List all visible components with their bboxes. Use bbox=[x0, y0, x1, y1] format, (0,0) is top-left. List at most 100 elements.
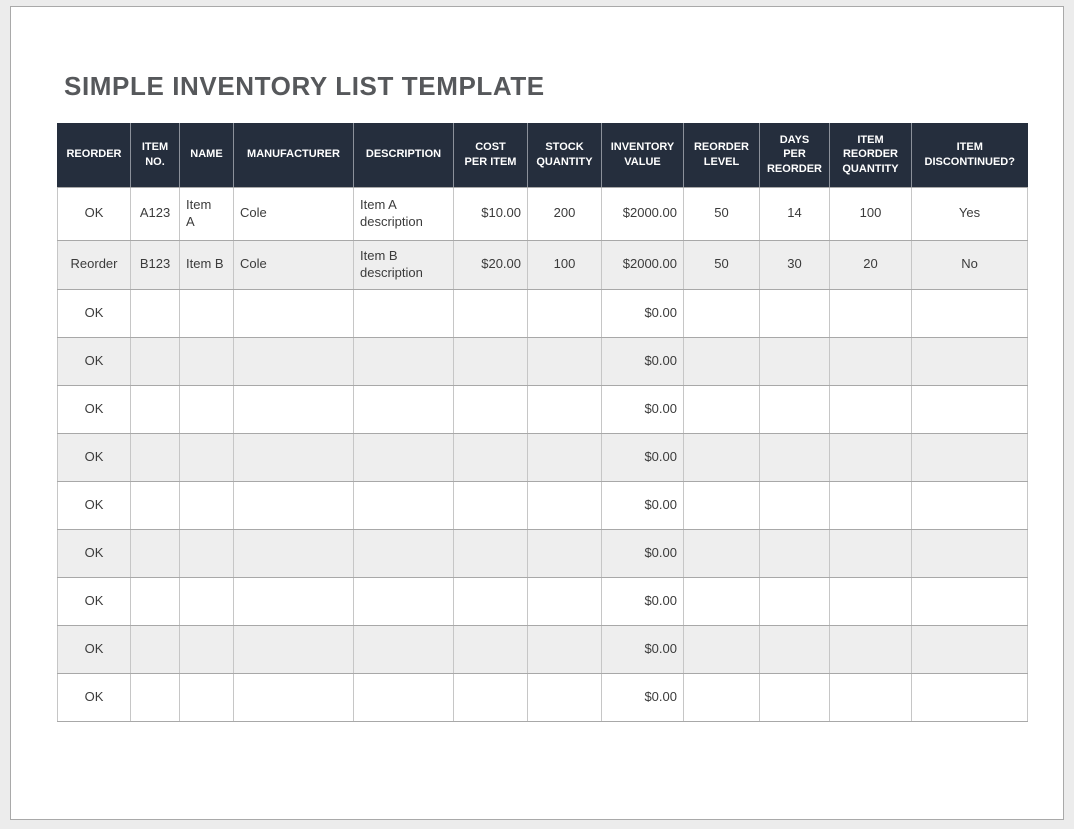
cell-cost-per-item[interactable] bbox=[453, 384, 528, 434]
cell-reorder[interactable]: OK bbox=[57, 624, 131, 674]
cell-item-reorder-quantity[interactable] bbox=[829, 672, 912, 722]
cell-item-reorder-quantity[interactable] bbox=[829, 528, 912, 578]
cell-description[interactable]: Item A description bbox=[353, 186, 454, 241]
cell-stock-quantity[interactable] bbox=[527, 624, 602, 674]
cell-days-per-reorder[interactable] bbox=[759, 480, 830, 530]
cell-manufacturer[interactable]: Cole bbox=[233, 239, 354, 290]
cell-description[interactable] bbox=[353, 480, 454, 530]
cell-cost-per-item[interactable]: $20.00 bbox=[453, 239, 528, 290]
cell-manufacturer[interactable] bbox=[233, 528, 354, 578]
cell-inventory-value[interactable]: $0.00 bbox=[601, 624, 684, 674]
cell-cost-per-item[interactable]: $10.00 bbox=[453, 186, 528, 241]
cell-days-per-reorder[interactable] bbox=[759, 336, 830, 386]
cell-item-reorder-quantity[interactable] bbox=[829, 576, 912, 626]
cell-stock-quantity[interactable]: 100 bbox=[527, 239, 602, 290]
cell-cost-per-item[interactable] bbox=[453, 624, 528, 674]
cell-reorder-level[interactable] bbox=[683, 336, 760, 386]
cell-manufacturer[interactable]: Cole bbox=[233, 186, 354, 241]
cell-inventory-value[interactable]: $0.00 bbox=[601, 480, 684, 530]
cell-reorder[interactable]: OK bbox=[57, 288, 131, 338]
cell-days-per-reorder[interactable] bbox=[759, 384, 830, 434]
cell-item-no[interactable] bbox=[130, 528, 180, 578]
cell-name[interactable] bbox=[179, 672, 234, 722]
cell-days-per-reorder[interactable] bbox=[759, 288, 830, 338]
cell-inventory-value[interactable]: $0.00 bbox=[601, 528, 684, 578]
cell-inventory-value[interactable]: $0.00 bbox=[601, 288, 684, 338]
cell-inventory-value[interactable]: $2000.00 bbox=[601, 239, 684, 290]
cell-reorder-level[interactable] bbox=[683, 384, 760, 434]
cell-item-discontinued[interactable] bbox=[911, 336, 1028, 386]
cell-days-per-reorder[interactable] bbox=[759, 576, 830, 626]
cell-item-discontinued[interactable] bbox=[911, 528, 1028, 578]
cell-days-per-reorder[interactable]: 14 bbox=[759, 186, 830, 241]
cell-stock-quantity[interactable] bbox=[527, 432, 602, 482]
cell-name[interactable] bbox=[179, 288, 234, 338]
cell-stock-quantity[interactable] bbox=[527, 480, 602, 530]
cell-manufacturer[interactable] bbox=[233, 624, 354, 674]
cell-item-no[interactable] bbox=[130, 624, 180, 674]
cell-reorder[interactable]: OK bbox=[57, 672, 131, 722]
cell-item-no[interactable] bbox=[130, 336, 180, 386]
cell-reorder-level[interactable] bbox=[683, 288, 760, 338]
cell-stock-quantity[interactable] bbox=[527, 288, 602, 338]
cell-cost-per-item[interactable] bbox=[453, 672, 528, 722]
cell-name[interactable] bbox=[179, 336, 234, 386]
cell-description[interactable] bbox=[353, 288, 454, 338]
cell-item-reorder-quantity[interactable] bbox=[829, 432, 912, 482]
cell-description[interactable] bbox=[353, 432, 454, 482]
cell-reorder[interactable]: OK bbox=[57, 336, 131, 386]
cell-manufacturer[interactable] bbox=[233, 576, 354, 626]
cell-item-discontinued[interactable] bbox=[911, 384, 1028, 434]
cell-cost-per-item[interactable] bbox=[453, 336, 528, 386]
cell-item-no[interactable] bbox=[130, 432, 180, 482]
cell-cost-per-item[interactable] bbox=[453, 288, 528, 338]
cell-days-per-reorder[interactable]: 30 bbox=[759, 239, 830, 290]
cell-description[interactable] bbox=[353, 672, 454, 722]
cell-item-discontinued[interactable]: Yes bbox=[911, 186, 1028, 241]
cell-item-discontinued[interactable] bbox=[911, 672, 1028, 722]
cell-stock-quantity[interactable]: 200 bbox=[527, 186, 602, 241]
cell-description[interactable]: Item B description bbox=[353, 239, 454, 290]
cell-manufacturer[interactable] bbox=[233, 336, 354, 386]
cell-item-reorder-quantity[interactable] bbox=[829, 384, 912, 434]
cell-item-discontinued[interactable] bbox=[911, 432, 1028, 482]
cell-stock-quantity[interactable] bbox=[527, 384, 602, 434]
cell-cost-per-item[interactable] bbox=[453, 528, 528, 578]
cell-reorder-level[interactable] bbox=[683, 432, 760, 482]
cell-stock-quantity[interactable] bbox=[527, 576, 602, 626]
cell-days-per-reorder[interactable] bbox=[759, 624, 830, 674]
cell-manufacturer[interactable] bbox=[233, 480, 354, 530]
cell-reorder-level[interactable]: 50 bbox=[683, 186, 760, 241]
cell-stock-quantity[interactable] bbox=[527, 528, 602, 578]
cell-name[interactable]: Item B bbox=[179, 239, 234, 290]
cell-item-discontinued[interactable]: No bbox=[911, 239, 1028, 290]
cell-stock-quantity[interactable] bbox=[527, 672, 602, 722]
cell-reorder[interactable]: OK bbox=[57, 384, 131, 434]
cell-item-discontinued[interactable] bbox=[911, 576, 1028, 626]
cell-item-discontinued[interactable] bbox=[911, 480, 1028, 530]
cell-manufacturer[interactable] bbox=[233, 432, 354, 482]
cell-item-discontinued[interactable] bbox=[911, 288, 1028, 338]
cell-reorder[interactable]: OK bbox=[57, 528, 131, 578]
cell-reorder-level[interactable]: 50 bbox=[683, 239, 760, 290]
cell-name[interactable] bbox=[179, 576, 234, 626]
cell-reorder-level[interactable] bbox=[683, 528, 760, 578]
cell-inventory-value[interactable]: $0.00 bbox=[601, 432, 684, 482]
cell-description[interactable] bbox=[353, 528, 454, 578]
cell-reorder-level[interactable] bbox=[683, 624, 760, 674]
cell-cost-per-item[interactable] bbox=[453, 576, 528, 626]
cell-reorder-level[interactable] bbox=[683, 576, 760, 626]
cell-name[interactable] bbox=[179, 432, 234, 482]
cell-days-per-reorder[interactable] bbox=[759, 432, 830, 482]
cell-item-no[interactable] bbox=[130, 480, 180, 530]
cell-name[interactable]: Item A bbox=[179, 186, 234, 241]
cell-stock-quantity[interactable] bbox=[527, 336, 602, 386]
cell-description[interactable] bbox=[353, 384, 454, 434]
cell-inventory-value[interactable]: $0.00 bbox=[601, 384, 684, 434]
cell-item-no[interactable]: B123 bbox=[130, 239, 180, 290]
cell-cost-per-item[interactable] bbox=[453, 432, 528, 482]
cell-reorder-level[interactable] bbox=[683, 672, 760, 722]
cell-item-reorder-quantity[interactable]: 100 bbox=[829, 186, 912, 241]
cell-inventory-value[interactable]: $0.00 bbox=[601, 576, 684, 626]
cell-item-reorder-quantity[interactable]: 20 bbox=[829, 239, 912, 290]
